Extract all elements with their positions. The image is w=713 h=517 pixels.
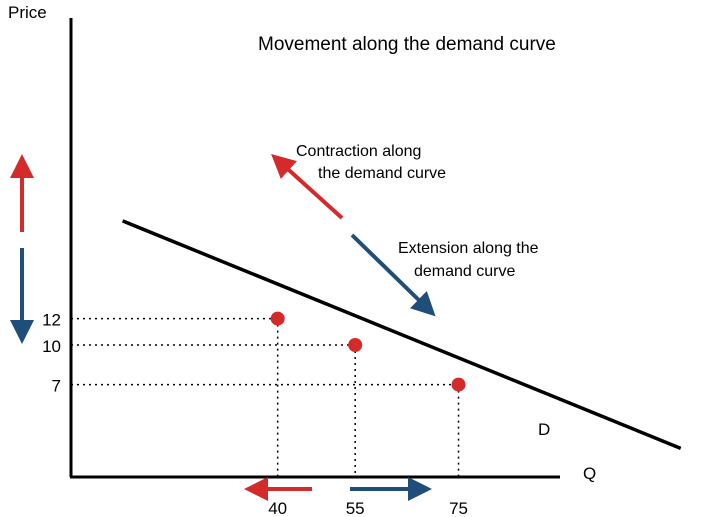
x-tick-label-0: 40 bbox=[268, 499, 287, 517]
y-tick-label-0: 12 bbox=[42, 311, 61, 330]
chart-title: Movement along the demand curve bbox=[258, 34, 556, 55]
demand-curve-group bbox=[122, 219, 682, 450]
y-tick-label-1: 10 bbox=[42, 337, 61, 356]
contraction-arrow bbox=[271, 153, 344, 220]
y-tick-label-2: 7 bbox=[52, 377, 61, 396]
data-point-0 bbox=[270, 311, 285, 326]
curve-label: D bbox=[538, 420, 550, 439]
extension-annotation-line-1: Extension along the bbox=[398, 240, 539, 257]
y-axis-label: Price bbox=[8, 3, 47, 22]
data-point-1 bbox=[348, 338, 363, 352]
x-tick-label-2: 75 bbox=[449, 499, 468, 517]
demand-curve bbox=[122, 219, 682, 450]
x-tick-label-1: 55 bbox=[346, 499, 365, 517]
y-tick-labels: 12 10 7 bbox=[42, 311, 61, 396]
contraction-annotation-line-2: the demand curve bbox=[318, 165, 446, 182]
x-tick-labels: 40 55 75 bbox=[268, 499, 468, 517]
data-point-2 bbox=[451, 377, 466, 392]
contraction-annotation-line-1: Contraction along bbox=[296, 143, 421, 160]
extension-annotation-line-2: demand curve bbox=[414, 263, 515, 280]
extension-arrow bbox=[350, 233, 436, 317]
data-points bbox=[270, 311, 466, 392]
x-axis-label: Q bbox=[583, 464, 596, 483]
guide-lines bbox=[71, 317, 460, 477]
